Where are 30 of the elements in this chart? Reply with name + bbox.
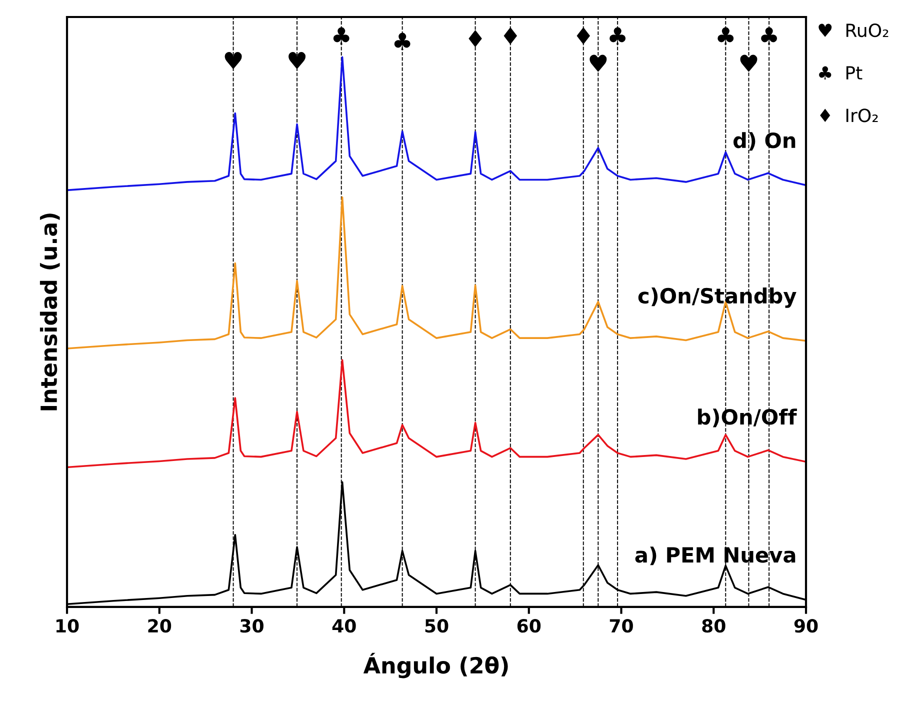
annotation: ♦ [468, 30, 482, 48]
annotation: ♥ [740, 54, 758, 72]
x-tick-label: 10 [56, 619, 79, 633]
annotation: ♥ [590, 54, 607, 72]
y-axis-title: Intensidad (u.a) [40, 214, 60, 410]
x-tick-label: 80 [702, 619, 726, 633]
x-tick-label: 60 [517, 619, 541, 633]
annotation: ♦ [576, 27, 590, 44]
series-label: b)On/Off [698, 408, 797, 428]
annotation: ♣ [718, 27, 734, 44]
annotation: ♥ [224, 52, 242, 70]
text: ♦ IrO₂ [820, 108, 878, 122]
x-tick-label: 70 [610, 619, 633, 633]
x-tick-label: 40 [332, 619, 356, 633]
annotation: ♣ [333, 27, 350, 44]
x-tick-label: 20 [148, 619, 172, 633]
annotation: ♣ [610, 27, 626, 44]
annotation: ♣ [394, 32, 410, 50]
series-label: d) On [733, 132, 796, 151]
annotation: ♦ [504, 27, 517, 44]
x-tick-label: 90 [794, 619, 818, 633]
text: ♣ Pt [819, 66, 862, 80]
series-label: c)On/Standby [638, 288, 796, 308]
x-axis-title: Ángulo (2θ) [363, 652, 508, 678]
annotation: ♣ [761, 27, 777, 44]
text: ♥ RuO₂ [818, 23, 888, 38]
annotation: ♥ [288, 52, 306, 70]
series-label: a) PEM Nueva [635, 546, 796, 566]
x-tick-label: 50 [425, 619, 448, 633]
x-tick-label: 30 [240, 619, 264, 633]
